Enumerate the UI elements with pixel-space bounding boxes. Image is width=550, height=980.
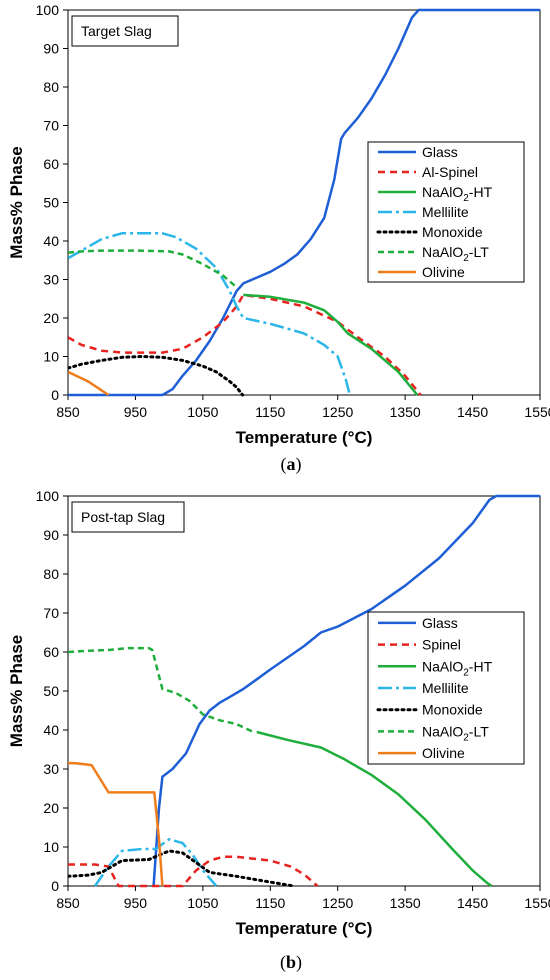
series-line-olivine — [68, 761, 164, 887]
series-line-naalo2-ht — [256, 730, 493, 888]
series-line-naalo2-lt — [68, 646, 254, 734]
y-tick-label: 30 — [43, 761, 59, 777]
y-tick-label: 90 — [43, 41, 59, 57]
y-tick-label: 90 — [43, 527, 59, 543]
legend-label: Mellilite — [422, 204, 469, 220]
title-box — [71, 15, 179, 47]
series-line-olivine — [68, 370, 110, 397]
x-tick-label: 1350 — [390, 404, 421, 420]
legend-label: NaAlO2-LT — [422, 244, 489, 264]
legend-label: Mellilite — [422, 680, 469, 696]
series-line-mellilite — [68, 232, 352, 396]
x-tick-label: 1250 — [322, 404, 353, 420]
x-tick-label: 850 — [56, 895, 80, 911]
series-line-naalo2-ht — [243, 293, 419, 396]
legend-label: Glass — [422, 615, 458, 631]
y-tick-label: 50 — [43, 683, 59, 699]
x-tick-label: 1450 — [457, 404, 488, 420]
legend-label: Glass — [422, 144, 458, 160]
x-tick-label: 1050 — [187, 404, 218, 420]
y-tick-label: 10 — [43, 839, 59, 855]
legend-box — [367, 611, 525, 765]
y-tick-label: 70 — [43, 605, 59, 621]
x-tick-label: 1050 — [187, 895, 218, 911]
chart-a: 0 10 20 30 40 50 60 70 80 90 100 850 950 1050 1150 1250… — [7, 2, 550, 475]
legend-box — [367, 141, 525, 283]
chart-title: Target Slag — [81, 23, 152, 39]
x-tick-label: 1250 — [322, 895, 353, 911]
series-line-mellilite — [93, 837, 218, 887]
x-tick-label: 950 — [124, 404, 148, 420]
series-line-spinel — [68, 855, 319, 888]
y-tick-label: 60 — [43, 644, 59, 660]
legend-label: Olivine — [422, 745, 465, 761]
legend-label: NaAlO2-LT — [422, 723, 489, 743]
y-axis-label: Mass% Phase — [7, 146, 26, 258]
y-tick-label: 20 — [43, 800, 59, 816]
legend-label: Al-Spinel — [422, 164, 478, 180]
x-tick-label: 1350 — [390, 895, 421, 911]
series-line-glass — [152, 494, 540, 887]
legend-label: NaAlO2-HT — [422, 184, 493, 204]
legend-label: Monoxide — [422, 224, 483, 240]
series-line-monoxide — [68, 355, 245, 397]
y-tick-label: 100 — [36, 2, 60, 18]
y-tick-label: 80 — [43, 79, 59, 95]
series-line-al-spinel — [68, 293, 422, 396]
y-tick-label: 10 — [43, 349, 59, 365]
legend: Glass Spinel NaAlO2-HT Mellilite Monoxide NaA… — [367, 611, 525, 765]
series-line-glass — [68, 8, 540, 397]
x-tick-label: 850 — [56, 404, 80, 420]
legend-label: Monoxide — [422, 702, 483, 718]
chart-title: Post-tap Slag — [81, 509, 165, 525]
y-tick-label: 0 — [51, 387, 59, 403]
x-tick-label: 950 — [124, 895, 148, 911]
y-tick-label: 100 — [36, 488, 60, 504]
figure-caption: (a) — [281, 454, 302, 475]
y-tick-label: 70 — [43, 118, 59, 134]
x-tick-label: 1550 — [524, 895, 550, 911]
y-tick-label: 40 — [43, 233, 59, 249]
series-line-monoxide — [68, 849, 296, 888]
legend-label: Olivine — [422, 264, 465, 280]
y-tick-label: 20 — [43, 310, 59, 326]
figure-caption: (b) — [280, 952, 302, 973]
y-tick-label: 0 — [51, 878, 59, 894]
y-tick-label: 50 — [43, 195, 59, 211]
x-tick-label: 1150 — [255, 895, 285, 911]
title-box — [71, 501, 185, 533]
legend-label: NaAlO2-HT — [422, 658, 493, 678]
y-tick-label: 30 — [43, 272, 59, 288]
legend-label: Spinel — [422, 637, 461, 653]
x-axis-label: Temperature (°C) — [236, 428, 373, 447]
series-line-naalo2-lt — [68, 249, 238, 289]
y-axis-label: Mass% Phase — [7, 635, 26, 747]
y-tick-label: 80 — [43, 566, 59, 582]
y-tick-label: 60 — [43, 156, 59, 172]
x-tick-label: 1550 — [524, 404, 550, 420]
x-tick-label: 1450 — [457, 895, 488, 911]
x-axis-label: Temperature (°C) — [236, 919, 373, 938]
y-tick-label: 40 — [43, 722, 59, 738]
x-tick-label: 1150 — [255, 404, 285, 420]
chart-b: 0 10 20 30 40 50 60 70 80 90 100 850 950 1050 1150 1250… — [7, 488, 550, 973]
